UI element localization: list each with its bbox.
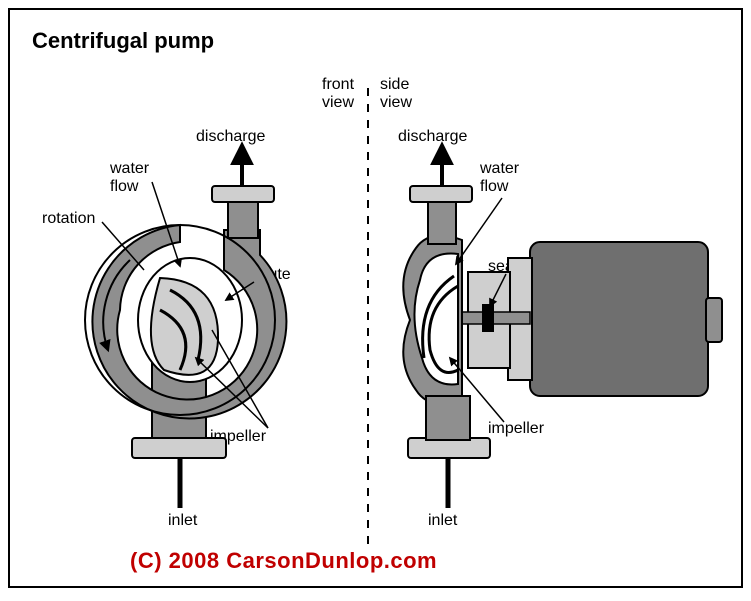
leader-water-flow-front [152, 182, 180, 266]
front-view-group [85, 146, 286, 508]
seal-block [482, 304, 494, 332]
front-discharge-neck [228, 198, 258, 238]
copyright-text: (C) 2008 CarsonDunlop.com [130, 548, 437, 574]
side-view-group [403, 146, 722, 508]
motor-endcap [706, 298, 722, 342]
front-discharge-flange [212, 186, 274, 202]
diagram-svg [10, 10, 745, 590]
motor-body [530, 242, 708, 396]
side-discharge-flange [410, 186, 472, 202]
side-inlet-pipe [426, 396, 470, 440]
leader-water-flow-side [456, 198, 502, 264]
side-discharge-neck [428, 198, 456, 244]
diagram-frame: Centrifugal pump frontview sideview disc… [8, 8, 743, 588]
front-inlet-flange [132, 438, 226, 458]
